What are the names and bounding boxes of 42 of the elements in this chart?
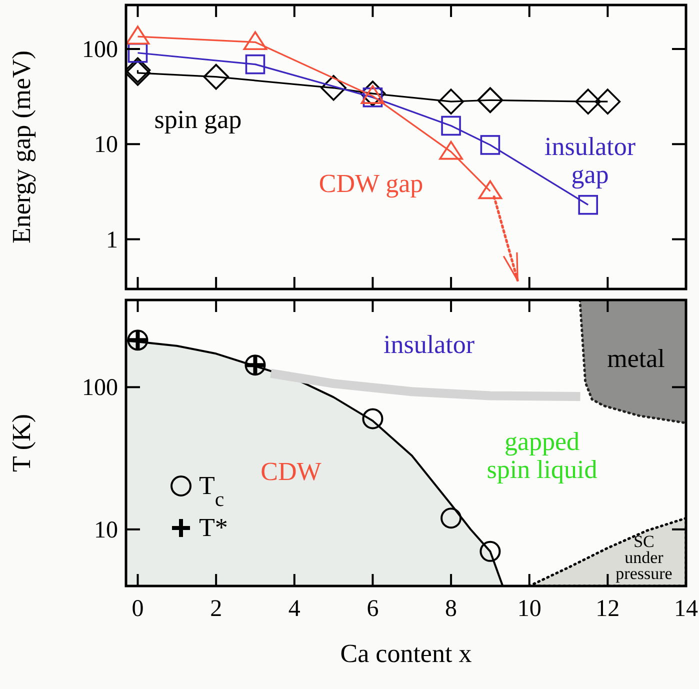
x-tick-label: 6 — [366, 596, 379, 622]
point — [438, 88, 464, 114]
y-tick-label: 100 — [82, 36, 118, 63]
point — [478, 180, 502, 200]
point — [360, 80, 386, 106]
legend-label: T* — [199, 513, 228, 542]
point — [439, 140, 463, 160]
annotation: gapped spin liquid — [486, 427, 598, 484]
x-tick-label: 12 — [596, 596, 620, 622]
y-tick-label: 100 — [82, 375, 118, 402]
annotation: insulator — [384, 330, 475, 360]
x-tick-label: 10 — [517, 596, 542, 622]
y-tick-label: 10 — [94, 132, 118, 158]
annotation: SC under pressure — [616, 532, 672, 583]
annotation: spin gap — [154, 105, 242, 134]
y-axis-title: Energy gap (meV) — [7, 50, 36, 244]
x-axis-title: Ca content x — [340, 639, 472, 668]
annotation: insulator gap — [544, 132, 636, 190]
annotation: CDW — [260, 457, 322, 486]
point — [360, 85, 385, 104]
y-tick-label: 10 — [94, 517, 118, 544]
point — [480, 135, 500, 155]
point — [575, 88, 601, 114]
y-axis-title: T (K) — [7, 414, 36, 472]
point — [245, 54, 266, 74]
point — [441, 116, 461, 136]
point — [594, 88, 621, 114]
x-tick-label: 2 — [210, 596, 222, 622]
x-tick-label: 14 — [674, 596, 698, 622]
point — [320, 74, 346, 101]
legend-label: T$_{c}$ — [199, 471, 224, 510]
point — [578, 194, 598, 215]
x-tick-label: 8 — [445, 596, 458, 622]
point — [203, 64, 229, 90]
annotation: metal — [607, 344, 665, 374]
point — [126, 26, 150, 44]
y-tick-label: 1 — [106, 227, 118, 254]
x-tick-label: 4 — [288, 596, 300, 622]
point — [128, 42, 148, 63]
annotation: CDW gap — [318, 169, 424, 198]
point — [243, 31, 268, 50]
x-tick-label: 0 — [132, 596, 144, 622]
